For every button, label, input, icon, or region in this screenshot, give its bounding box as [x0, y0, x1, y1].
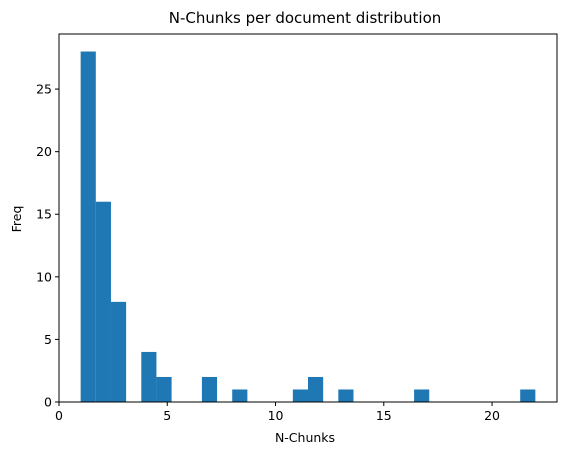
histogram-bar — [201, 376, 218, 402]
histogram-bar — [156, 376, 172, 402]
x-axis-ticks: 0 5 10 15 20 — [55, 402, 500, 423]
y-tick-label: 15 — [36, 207, 52, 222]
histogram-bar — [292, 389, 308, 402]
histogram-bar — [141, 351, 157, 402]
axes-frame — [58, 33, 558, 403]
histogram-bar — [95, 201, 111, 402]
y-tick-label: 20 — [36, 144, 52, 159]
x-tick-label: 10 — [268, 408, 284, 423]
y-tick-label: 10 — [36, 269, 52, 284]
x-tick-label: 0 — [55, 408, 63, 423]
y-axis-ticks: 0 5 10 15 20 25 — [36, 82, 59, 410]
y-tick-label: 5 — [44, 332, 52, 347]
histogram-bar — [232, 389, 248, 402]
x-axis-label: N-Chunks — [275, 430, 335, 445]
histogram-bar — [308, 376, 324, 402]
bars-layer — [80, 51, 536, 403]
plot-frame — [58, 33, 558, 403]
x-tick-label: 15 — [376, 408, 392, 423]
x-tick-label: 20 — [484, 408, 500, 423]
histogram-bar — [80, 51, 96, 403]
y-axis-label: Freq — [9, 206, 24, 233]
histogram-bar — [520, 389, 536, 402]
histogram-bar — [338, 389, 354, 402]
x-tick-label: 5 — [163, 408, 171, 423]
histogram-bar — [414, 389, 430, 402]
y-tick-label: 0 — [44, 395, 52, 410]
chart-title: N-Chunks per document distribution — [169, 9, 442, 27]
y-tick-label: 25 — [36, 82, 52, 97]
histogram-bar — [110, 301, 127, 402]
